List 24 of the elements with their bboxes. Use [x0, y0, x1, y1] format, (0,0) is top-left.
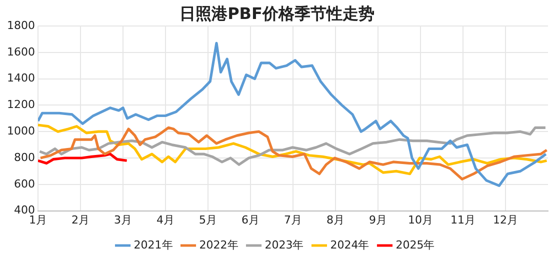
y-tick-label: 1000 — [6, 124, 35, 138]
legend-label: 2023年 — [264, 238, 304, 252]
x-tick-label: 4月 — [156, 213, 174, 226]
x-tick-label: 9月 — [369, 213, 387, 226]
y-tick-label: 1800 — [6, 18, 35, 32]
legend-label: 2025年 — [396, 238, 435, 252]
x-tick-label: 11月 — [450, 213, 476, 226]
x-tick-label: 3月 — [114, 213, 132, 226]
x-tick-label: 2月 — [71, 213, 90, 226]
y-tick-label: 1400 — [6, 72, 35, 85]
x-tick-label: 6月 — [241, 213, 260, 226]
legend-label: 2022年 — [199, 238, 238, 252]
chart-title: 日照港PBF价格季节性走势 — [180, 4, 374, 23]
x-tick-label: 7月 — [284, 213, 302, 226]
y-tick-label: 800 — [14, 150, 35, 164]
x-tick-label: 10月 — [408, 213, 433, 226]
y-tick-label: 1200 — [6, 98, 35, 112]
legend-label: 2024年 — [330, 238, 370, 252]
x-tick-label: 8月 — [326, 213, 344, 226]
y-tick-label: 600 — [14, 177, 35, 190]
legend-label: 2021年 — [134, 238, 173, 252]
y-tick-label: 1600 — [6, 45, 35, 58]
x-tick-label: 12月 — [493, 213, 518, 226]
x-tick-label: 5月 — [198, 213, 217, 226]
